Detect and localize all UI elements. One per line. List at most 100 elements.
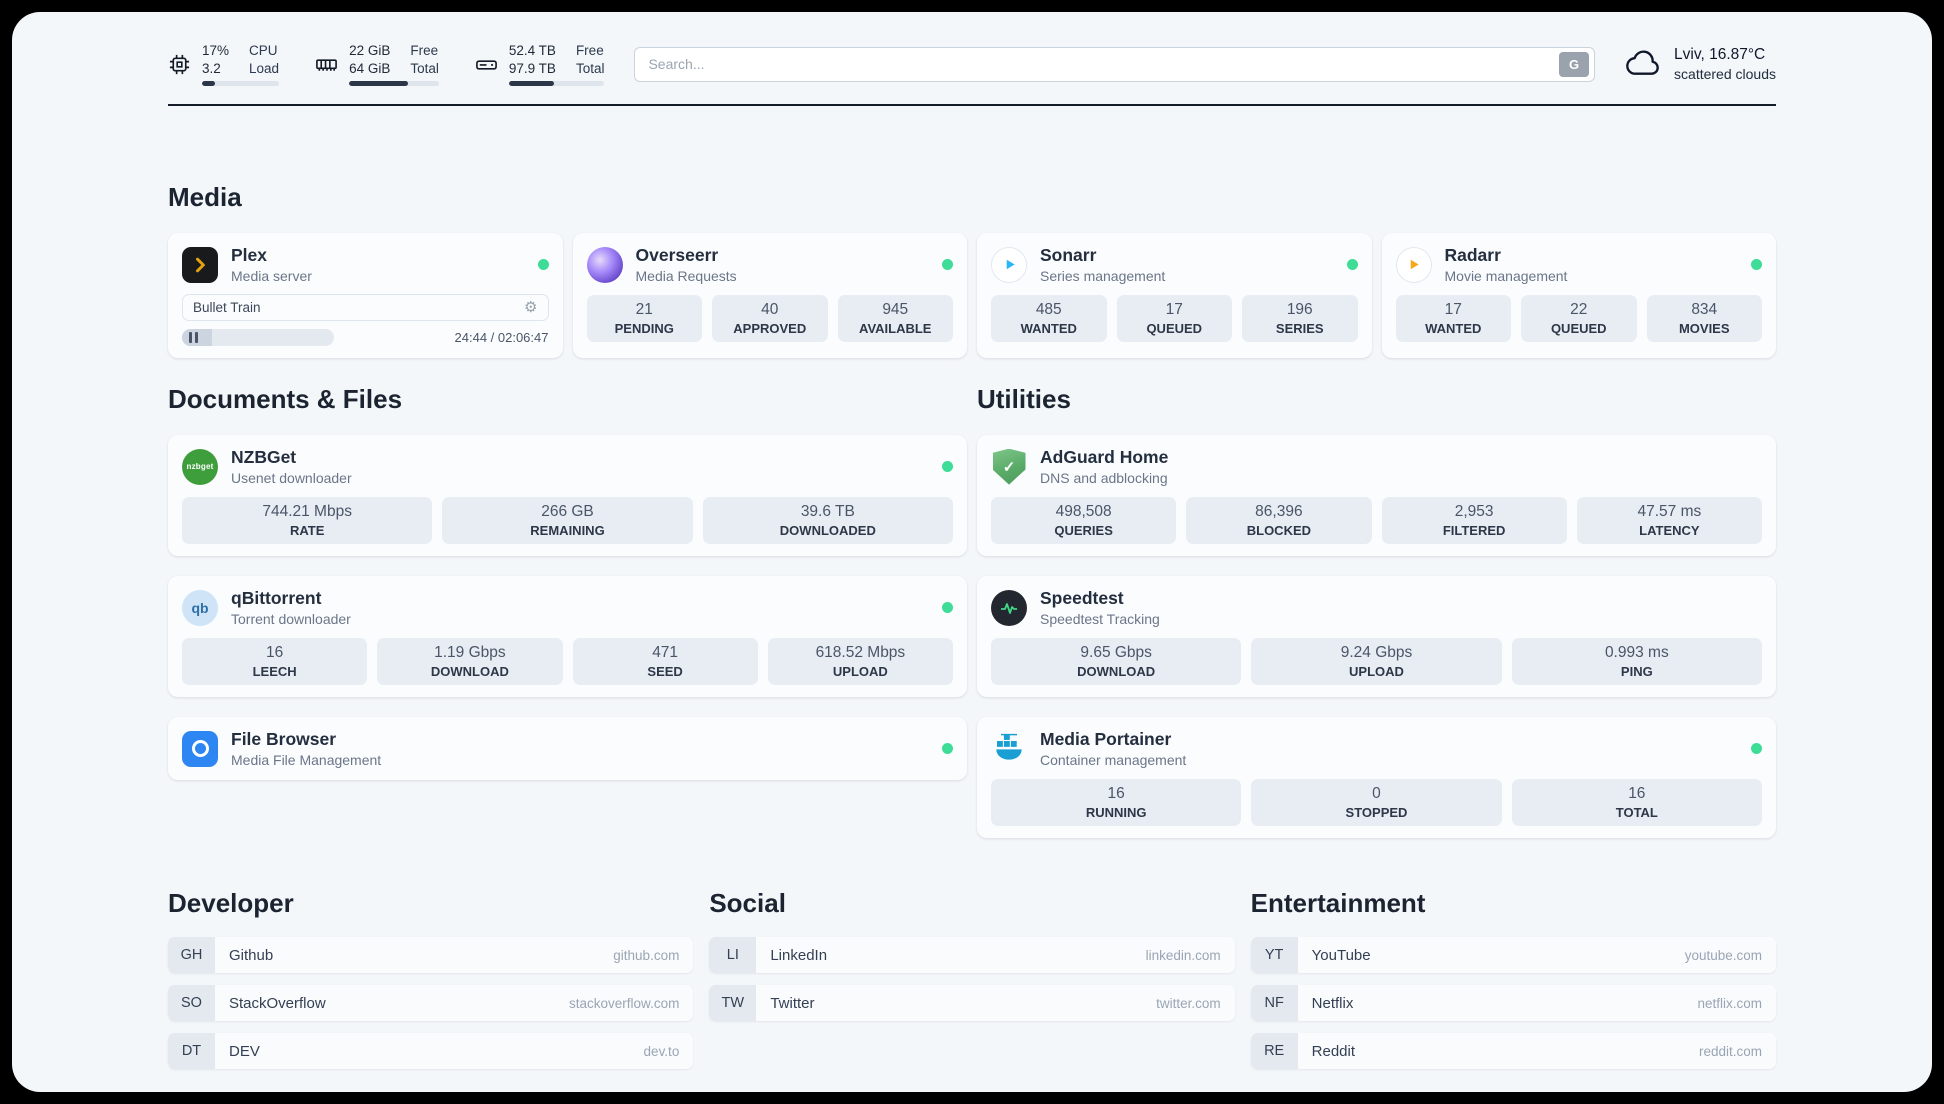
- stat-tile: 834 MOVIES: [1646, 295, 1762, 343]
- stat-label: FILTERED: [1442, 523, 1506, 539]
- service-card-portainer[interactable]: Media Portainer Container management 16 …: [977, 717, 1776, 839]
- gear-icon[interactable]: ⚙: [524, 299, 538, 317]
- stat-tile: 39.6 TB DOWNLOADED: [702, 497, 953, 545]
- cpu-icon: [168, 53, 191, 76]
- stat-label: DOWNLOAD: [430, 664, 509, 680]
- playback-progress-bar[interactable]: [182, 329, 334, 347]
- service-card-adguard[interactable]: ✓ AdGuard Home DNS and adblocking 498,50…: [977, 435, 1776, 557]
- status-online-dot: [537, 259, 549, 271]
- speedtest-icon: [991, 589, 1027, 626]
- section-social: Social LI LinkedIn linkedin.com TW Twitt…: [709, 888, 1235, 1022]
- service-name: File Browser: [231, 729, 337, 750]
- stat-label: UPLOAD: [1349, 664, 1404, 680]
- stat-value: 834: [1691, 301, 1718, 319]
- stat-value: 2,953: [1454, 503, 1494, 521]
- search-input[interactable]: [648, 56, 1560, 73]
- service-card-filebrowser[interactable]: File Browser Media File Management: [168, 717, 967, 781]
- search-engine-button[interactable]: G: [1559, 51, 1590, 77]
- bookmark-url: stackoverflow.com: [569, 995, 680, 1011]
- stat-label: QUERIES: [1054, 523, 1113, 539]
- stat-tile: 47.57 ms LATENCY: [1576, 497, 1762, 545]
- section-documents: Documents & Files nzbget NZBGet Usenet d…: [168, 384, 967, 781]
- bookmark-link[interactable]: SO StackOverflow stackoverflow.com: [168, 985, 694, 1022]
- bookmark-link[interactable]: YT YouTube youtube.com: [1250, 937, 1776, 974]
- stat-value: 16: [266, 644, 284, 662]
- service-name: Radarr: [1444, 245, 1501, 266]
- status-online-dot: [942, 743, 953, 755]
- disk-free-value: 52.4 TB: [508, 43, 556, 58]
- service-card-radarr[interactable]: Radarr Movie management 17 WANTED 22: [1381, 233, 1776, 359]
- bookmark-link[interactable]: GH Github github.com: [168, 937, 694, 974]
- stat-value: 40: [761, 301, 779, 319]
- stat-tile: 266 GB REMAINING: [442, 497, 693, 545]
- disk-widget: 52.4 TB Free 97.9 TB Total: [475, 42, 605, 87]
- stat-tile: 16 TOTAL: [1511, 779, 1762, 827]
- status-online-dot: [942, 259, 953, 271]
- bookmark-abbr: NF: [1250, 985, 1298, 1022]
- stat-label: BLOCKED: [1246, 523, 1312, 539]
- stat-label: WANTED: [1020, 321, 1077, 337]
- bookmark-link[interactable]: TW Twitter twitter.com: [709, 985, 1235, 1022]
- cpu-widget: 17% CPU 3.2 Load: [168, 42, 280, 87]
- search-bar: G: [634, 46, 1596, 82]
- header-divider: [168, 104, 1776, 107]
- bookmark-url: twitter.com: [1156, 995, 1221, 1011]
- service-card-qbittorrent[interactable]: qb qBittorrent Torrent downloader 16 LEE: [168, 576, 967, 698]
- disk-label-bottom: Total: [575, 60, 605, 76]
- bookmark-name: DEV: [229, 1042, 260, 1060]
- stat-label: RUNNING: [1085, 805, 1147, 821]
- section-developer: Developer GH Github github.com SO StackO…: [168, 888, 694, 1070]
- service-card-nzbget[interactable]: nzbget NZBGet Usenet downloader 744.21 M…: [168, 435, 967, 557]
- stat-label: SEED: [647, 664, 683, 680]
- stat-value: 16: [1107, 785, 1125, 803]
- section-utilities: Utilities ✓ AdGuard Home DNS and adblock…: [977, 384, 1776, 839]
- now-playing-box: Bullet Train ⚙: [182, 294, 549, 322]
- service-desc: Movie management: [1444, 268, 1568, 285]
- stat-tile: 2,953 FILTERED: [1381, 497, 1567, 545]
- pause-icon[interactable]: [189, 332, 198, 344]
- ram-label-bottom: Total: [410, 60, 439, 76]
- stat-label: LATENCY: [1639, 523, 1700, 539]
- bookmark-name: Github: [229, 946, 274, 964]
- service-name: Plex: [231, 245, 267, 266]
- service-name: Media Portainer: [1040, 729, 1172, 750]
- nzbget-icon: nzbget: [182, 448, 218, 485]
- overseerr-icon: [586, 246, 623, 283]
- playback-time: 24:44 / 02:06:47: [454, 330, 549, 346]
- bookmark-abbr: TW: [709, 985, 757, 1022]
- stat-label: AVAILABLE: [859, 321, 932, 337]
- stat-label: DOWNLOADED: [779, 523, 876, 539]
- bookmark-url: netflix.com: [1697, 995, 1762, 1011]
- stat-value: 22: [1570, 301, 1588, 319]
- service-card-plex[interactable]: Plex Media server Bullet Train ⚙ 24:44 /…: [168, 233, 563, 359]
- service-name: Speedtest: [1040, 588, 1124, 609]
- ram-widget: 22 GiB Free 64 GiB Total: [315, 42, 439, 87]
- stat-tile: 9.24 Gbps UPLOAD: [1251, 638, 1502, 686]
- bookmark-abbr: SO: [168, 985, 215, 1022]
- bookmark-link[interactable]: RE Reddit reddit.com: [1250, 1033, 1776, 1070]
- bookmark-link[interactable]: DT DEV dev.to: [168, 1033, 694, 1070]
- system-stats: 17% CPU 3.2 Load 22 GiB Free 64 G: [168, 42, 605, 87]
- service-desc: Container management: [1040, 752, 1187, 769]
- service-card-sonarr[interactable]: Sonarr Series management 485 WANTED: [977, 233, 1372, 359]
- service-desc: Media server: [231, 268, 312, 285]
- qbittorrent-icon: qb: [182, 589, 218, 626]
- bookmark-abbr: DT: [168, 1033, 215, 1070]
- stat-label: APPROVED: [733, 321, 807, 337]
- bookmark-link[interactable]: LI LinkedIn linkedin.com: [709, 937, 1235, 974]
- section-title-documents: Documents & Files: [168, 384, 403, 415]
- top-bar: 17% CPU 3.2 Load 22 GiB Free 64 G: [168, 42, 1776, 87]
- bookmark-url: reddit.com: [1698, 1043, 1762, 1059]
- disk-progress-fill: [508, 81, 554, 87]
- weather-widget[interactable]: Lviv, 16.87°C scattered clouds: [1625, 46, 1776, 82]
- service-card-speedtest[interactable]: Speedtest Speedtest Tracking 9.65 Gbps D…: [977, 576, 1776, 698]
- stat-tile: 485 WANTED: [991, 295, 1107, 343]
- ram-label-top: Free: [410, 43, 439, 58]
- service-card-overseerr[interactable]: Overseerr Media Requests 21 PENDING: [572, 233, 967, 359]
- stat-value: 196: [1286, 301, 1313, 319]
- bookmark-url: youtube.com: [1684, 947, 1762, 963]
- bookmark-link[interactable]: NF Netflix netflix.com: [1250, 985, 1776, 1022]
- service-name: Sonarr: [1040, 245, 1097, 266]
- status-online-dot: [1346, 259, 1358, 271]
- stat-value: 0: [1372, 785, 1381, 803]
